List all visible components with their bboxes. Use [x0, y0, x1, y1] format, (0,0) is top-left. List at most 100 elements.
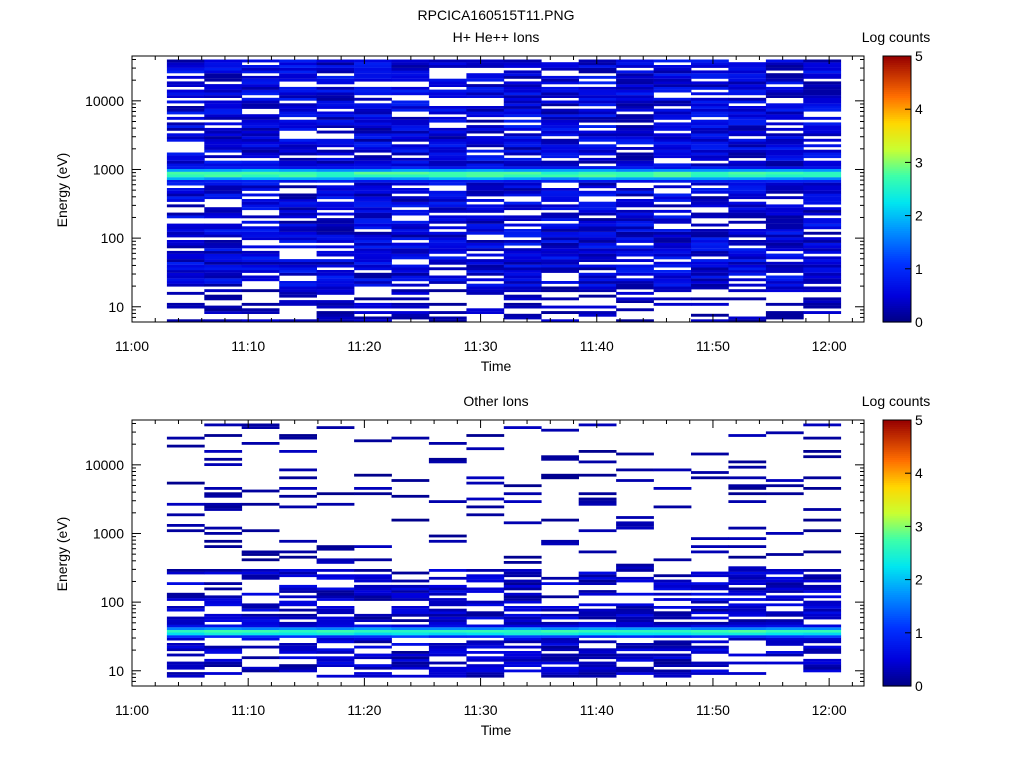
spectrogram-cell — [316, 261, 355, 265]
spectrogram-cell — [653, 674, 692, 678]
spectrogram-cell — [316, 78, 355, 82]
spectrogram-cell — [466, 434, 505, 437]
spectrogram-cell — [466, 590, 505, 593]
spectrogram-cell — [765, 185, 804, 189]
spectrogram-cell — [354, 259, 392, 262]
colorbar-swatch — [883, 575, 911, 579]
x-axis-label: Time — [481, 358, 512, 374]
spectrogram-cell — [653, 558, 692, 562]
spectrogram-cell — [728, 545, 767, 548]
spectrogram-cell — [578, 661, 617, 665]
spectrogram-cell — [503, 283, 542, 287]
spectrogram-cell — [765, 611, 804, 615]
spectrogram-cell — [204, 245, 243, 249]
spectrogram-cell — [616, 136, 654, 139]
spectrogram-cell — [616, 563, 654, 567]
spectrogram-cell — [578, 627, 617, 630]
spectrogram-cell — [541, 78, 579, 82]
spectrogram-cell — [728, 526, 767, 530]
spectrogram-cell — [316, 122, 355, 126]
colorbar-swatch — [883, 638, 911, 641]
spectrogram-cell — [765, 226, 804, 230]
spectrogram-cell — [541, 218, 579, 221]
spectrogram-cell — [428, 500, 467, 503]
spectrogram-cell — [279, 97, 317, 101]
colorbar-swatch — [883, 134, 911, 138]
spectrogram-cell — [428, 116, 467, 120]
spectrogram-cell — [391, 133, 430, 137]
spectrogram-cell — [391, 166, 430, 169]
spectrogram-cell — [765, 237, 804, 241]
spectrogram-cell — [765, 267, 804, 271]
colorbar-swatch — [883, 422, 911, 425]
spectrogram-cell — [241, 426, 280, 429]
spectrogram-cell — [279, 245, 317, 249]
spectrogram-cell — [728, 174, 767, 178]
spectrogram-cell — [166, 621, 205, 625]
spectrogram-cell — [466, 600, 505, 604]
spectrogram-cell — [241, 574, 280, 578]
y-tick-label: 10 — [108, 299, 124, 315]
colorbar-tick-label: 0 — [915, 678, 923, 694]
spectrogram-cell — [503, 272, 542, 276]
spectrogram-cell — [578, 240, 617, 243]
spectrogram-cell — [428, 226, 467, 230]
spectrogram-cell — [578, 651, 617, 654]
spectrogram-cell — [765, 627, 804, 630]
spectrogram-cell — [466, 190, 505, 194]
spectrogram-cell — [691, 62, 729, 66]
colorbar-swatch — [883, 249, 911, 252]
spectrogram-cell — [653, 136, 692, 139]
spectrogram-cell — [428, 199, 467, 202]
spectrogram-cell — [391, 234, 430, 238]
spectrogram-cell — [541, 67, 579, 71]
spectrogram-cell — [541, 297, 579, 301]
spectrogram-cell — [578, 171, 617, 175]
spectrogram-cell — [803, 645, 842, 649]
spectrogram-cell — [503, 201, 542, 205]
spectrogram-cell — [204, 259, 243, 262]
colorbar-swatch — [883, 301, 911, 304]
spectrogram-cell — [728, 212, 767, 216]
spectrogram-cell — [616, 576, 654, 580]
spectrogram-cell — [578, 294, 617, 298]
spectrogram-cell — [279, 114, 317, 118]
spectrogram-cell — [803, 103, 842, 107]
spectrogram-cell — [691, 223, 729, 227]
spectrogram-cell — [578, 193, 617, 197]
spectrogram-cell — [204, 463, 243, 466]
spectrogram-cell — [503, 144, 542, 148]
y-tick-label: 10000 — [85, 93, 124, 109]
spectrogram-cell — [578, 130, 617, 134]
spectrogram-cell — [691, 103, 729, 107]
spectrogram-cell — [279, 65, 317, 68]
spectrogram-cell — [316, 278, 355, 282]
spectrogram-cell — [691, 242, 729, 246]
colorbar-swatch — [883, 469, 911, 473]
spectrogram-cell — [391, 494, 430, 498]
spectrogram-cell — [391, 160, 430, 164]
spectrogram-cell — [204, 240, 243, 243]
spectrogram-cell — [765, 643, 804, 646]
spectrogram-cell — [541, 240, 579, 243]
spectrogram-cell — [653, 138, 692, 142]
spectrogram-cell — [391, 179, 430, 183]
colorbar-swatch — [883, 611, 911, 614]
spectrogram-cell — [691, 168, 729, 172]
colorbar-swatch — [883, 430, 911, 434]
spectrogram-cell — [316, 141, 355, 145]
spectrogram-cell — [728, 155, 767, 159]
spectrogram-cell — [354, 240, 392, 243]
spectrogram-cell — [578, 152, 617, 156]
spectrogram-cell — [728, 264, 767, 268]
spectrogram-cell — [241, 138, 280, 142]
colorbar-swatch — [883, 602, 911, 606]
spectrogram-cell — [391, 651, 430, 654]
spectrogram-cell — [503, 606, 542, 609]
spectrogram-cell — [316, 627, 355, 630]
spectrogram-cell — [241, 632, 280, 636]
spectrogram-cell — [578, 635, 617, 638]
spectrogram-cell — [691, 106, 729, 109]
colorbar-swatch — [883, 478, 911, 481]
spectrogram-cell — [428, 278, 467, 282]
